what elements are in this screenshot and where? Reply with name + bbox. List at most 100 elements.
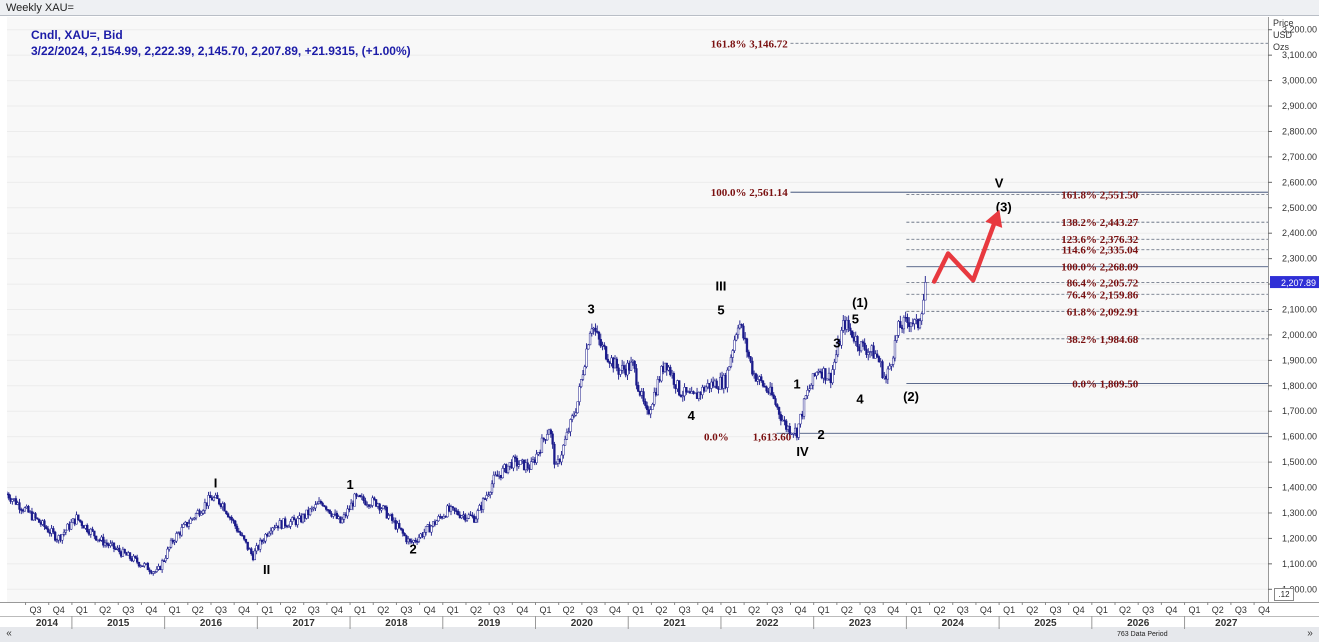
- candle: [481, 497, 485, 513]
- candle: [704, 385, 708, 392]
- candle-body: [588, 333, 592, 346]
- candle-body: [900, 327, 904, 330]
- candle: [160, 558, 164, 573]
- wave-label: 4: [688, 408, 696, 423]
- legend-instrument: Cndl, XAU=, Bid: [31, 28, 123, 42]
- candle-body: [517, 464, 520, 467]
- candle-body: [736, 327, 740, 335]
- candle: [756, 374, 759, 386]
- candle: [603, 342, 606, 350]
- candle-body: [735, 334, 738, 341]
- candle: [275, 522, 278, 528]
- candle-body: [66, 523, 69, 531]
- candle-body: [692, 391, 695, 394]
- candle-body: [524, 462, 528, 471]
- x-axis-quarter-label: Q2: [285, 605, 297, 615]
- candle: [382, 504, 385, 510]
- candle: [355, 492, 358, 500]
- fib-level-label: 100.0% 2,561.14: [711, 187, 789, 199]
- scale-corner-box[interactable]: .12: [1274, 588, 1294, 601]
- candle: [417, 534, 421, 544]
- candle-body: [449, 506, 453, 512]
- wave-label: 5: [852, 311, 859, 326]
- x-axis-quarter-label: Q1: [354, 605, 366, 615]
- candle: [893, 335, 897, 362]
- candle-body: [84, 524, 87, 529]
- candle: [300, 513, 303, 524]
- candle: [12, 498, 16, 502]
- candle: [207, 491, 210, 509]
- candle-body: [34, 513, 37, 519]
- candle-body: [323, 505, 326, 507]
- candle: [467, 512, 470, 520]
- wave-label: (1): [852, 295, 868, 310]
- candle: [752, 370, 756, 379]
- candle-body: [25, 506, 28, 509]
- x-axis-quarter-label: Q4: [53, 605, 65, 615]
- candle: [226, 512, 230, 518]
- candle-body: [399, 527, 403, 530]
- candle-body: [346, 508, 349, 517]
- candle-body: [146, 562, 150, 571]
- price-chart[interactable]: 161.8% 3,146.72 100.0% 2,561.14 161.8% 2,5…: [7, 17, 1268, 602]
- candle-body: [239, 532, 242, 536]
- y-axis-tick-label: 1,400.00: [1282, 483, 1317, 493]
- candle-body: [191, 518, 194, 520]
- candle-body: [877, 356, 881, 363]
- candle: [601, 341, 604, 351]
- candle: [788, 423, 791, 436]
- candle-body: [353, 493, 356, 507]
- y-axis-tick-label: 1,800.00: [1282, 381, 1317, 391]
- candle: [424, 526, 428, 536]
- candle-body: [506, 465, 510, 474]
- y-axis-title: Price USD Ozs: [1273, 17, 1294, 53]
- candle-body: [719, 376, 722, 390]
- x-axis-year-label: 2026: [1127, 618, 1150, 629]
- candle-body: [333, 512, 337, 515]
- x-axis-quarter-label: Q1: [725, 605, 737, 615]
- plot-area[interactable]: 161.8% 3,146.72 100.0% 2,561.14 161.8% 2,5…: [7, 17, 1268, 602]
- candle: [638, 390, 642, 397]
- candle: [874, 350, 877, 359]
- candle: [271, 526, 274, 535]
- candle: [109, 540, 112, 548]
- candle: [341, 516, 344, 524]
- candle: [385, 505, 388, 519]
- projection-arrow-head: [985, 209, 1003, 228]
- scroll-right-icon[interactable]: »: [1307, 628, 1313, 639]
- candle: [553, 441, 556, 469]
- candle-body: [492, 474, 495, 485]
- x-axis-quarter-label: Q1: [818, 605, 830, 615]
- candle: [640, 388, 643, 399]
- candle-body: [851, 330, 854, 338]
- candle: [46, 525, 50, 533]
- candle-body: [308, 508, 312, 516]
- candle: [373, 496, 376, 501]
- candle: [287, 524, 290, 528]
- candle: [314, 501, 317, 511]
- candle: [86, 523, 89, 534]
- candle-body: [790, 433, 793, 435]
- candle-body: [621, 365, 624, 371]
- candle: [542, 437, 545, 443]
- candle-body: [80, 521, 84, 526]
- candle: [715, 378, 718, 389]
- candle-body: [508, 462, 511, 467]
- candle-body: [219, 503, 223, 508]
- candle: [776, 403, 779, 410]
- scroll-left-icon[interactable]: «: [6, 628, 12, 639]
- candle: [432, 521, 435, 528]
- candle-body: [419, 533, 422, 538]
- candle: [875, 349, 879, 359]
- candle-body: [583, 366, 586, 376]
- candle: [296, 516, 299, 528]
- candle-body: [526, 462, 529, 469]
- candle-body: [296, 518, 299, 526]
- candle: [817, 368, 820, 376]
- candle: [897, 319, 900, 338]
- x-axis-quarter-label: Q2: [563, 605, 575, 615]
- candle: [476, 508, 479, 523]
- candle-body: [546, 434, 549, 441]
- candle-body: [686, 391, 690, 393]
- candle-body: [337, 516, 340, 519]
